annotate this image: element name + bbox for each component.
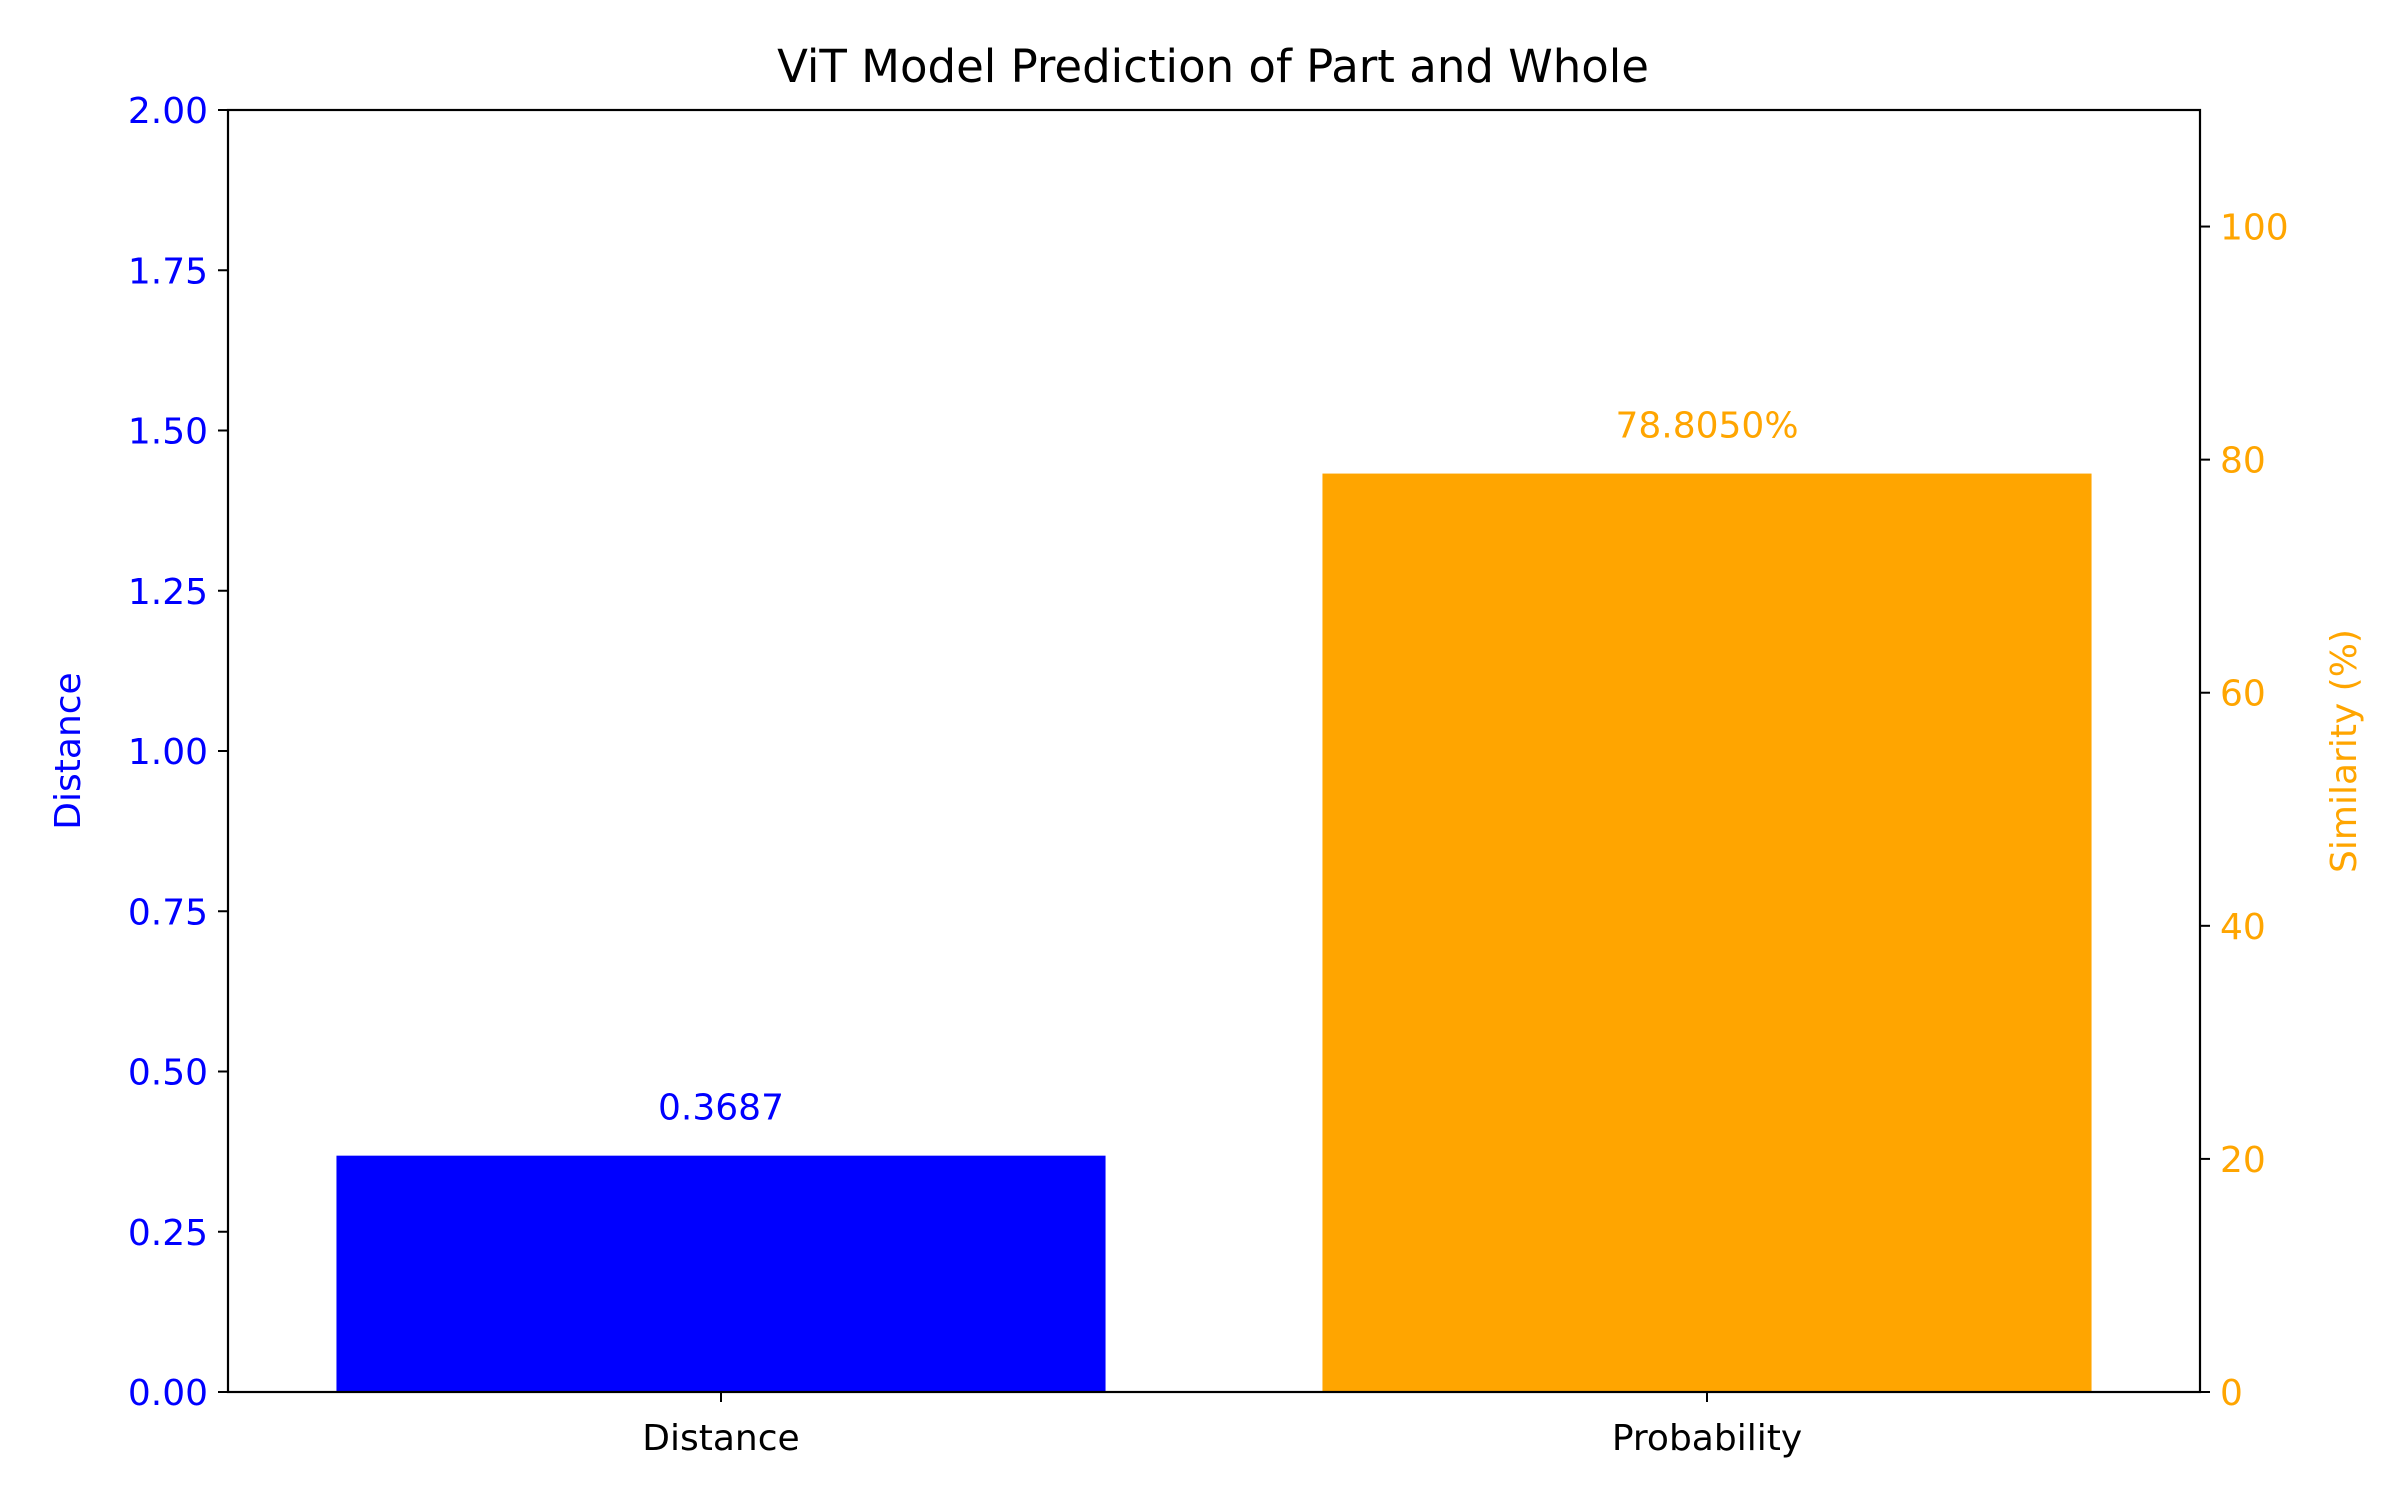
left-tick-label: 1.75 <box>128 251 208 292</box>
x-tick-label: Probability <box>1612 1418 1802 1459</box>
right-axis: 0 20 40 60 80 100 <box>2200 208 2289 1414</box>
data-labels: 0.3687 78.8050% <box>658 406 1799 1129</box>
right-tick-label: 80 <box>2220 441 2266 482</box>
left-axis-label: Distance <box>48 672 89 829</box>
x-tick-label: Distance <box>642 1418 799 1459</box>
bar-distance <box>336 1155 1106 1392</box>
right-tick-label: 100 <box>2220 208 2289 249</box>
right-tick-label: 40 <box>2220 907 2266 948</box>
left-tick-label: 1.50 <box>128 412 208 453</box>
left-tick-label: 1.25 <box>128 572 208 613</box>
left-tick-label: 0.00 <box>128 1373 208 1414</box>
left-tick-label: 0.50 <box>128 1053 208 1094</box>
left-axis: 0.00 0.25 0.50 0.75 1.00 1.25 1.50 1.75 2.00 <box>128 91 228 1414</box>
bars <box>336 473 2092 1392</box>
right-axis-label: Similarity (%) <box>2324 629 2365 873</box>
right-tick-label: 60 <box>2220 674 2266 715</box>
left-tick-label: 2.00 <box>128 91 208 132</box>
right-tick-label: 0 <box>2220 1373 2243 1414</box>
left-tick-label: 0.75 <box>128 892 208 933</box>
x-axis: Distance Probability <box>642 1392 1802 1459</box>
bar-probability <box>1322 473 2092 1392</box>
chart-title: ViT Model Prediction of Part and Whole <box>777 40 1649 93</box>
bar-value-label: 0.3687 <box>658 1088 784 1129</box>
bar-value-label: 78.8050% <box>1615 406 1798 447</box>
left-tick-label: 1.00 <box>128 732 208 773</box>
right-tick-label: 20 <box>2220 1140 2266 1181</box>
left-tick-label: 0.25 <box>128 1213 208 1254</box>
